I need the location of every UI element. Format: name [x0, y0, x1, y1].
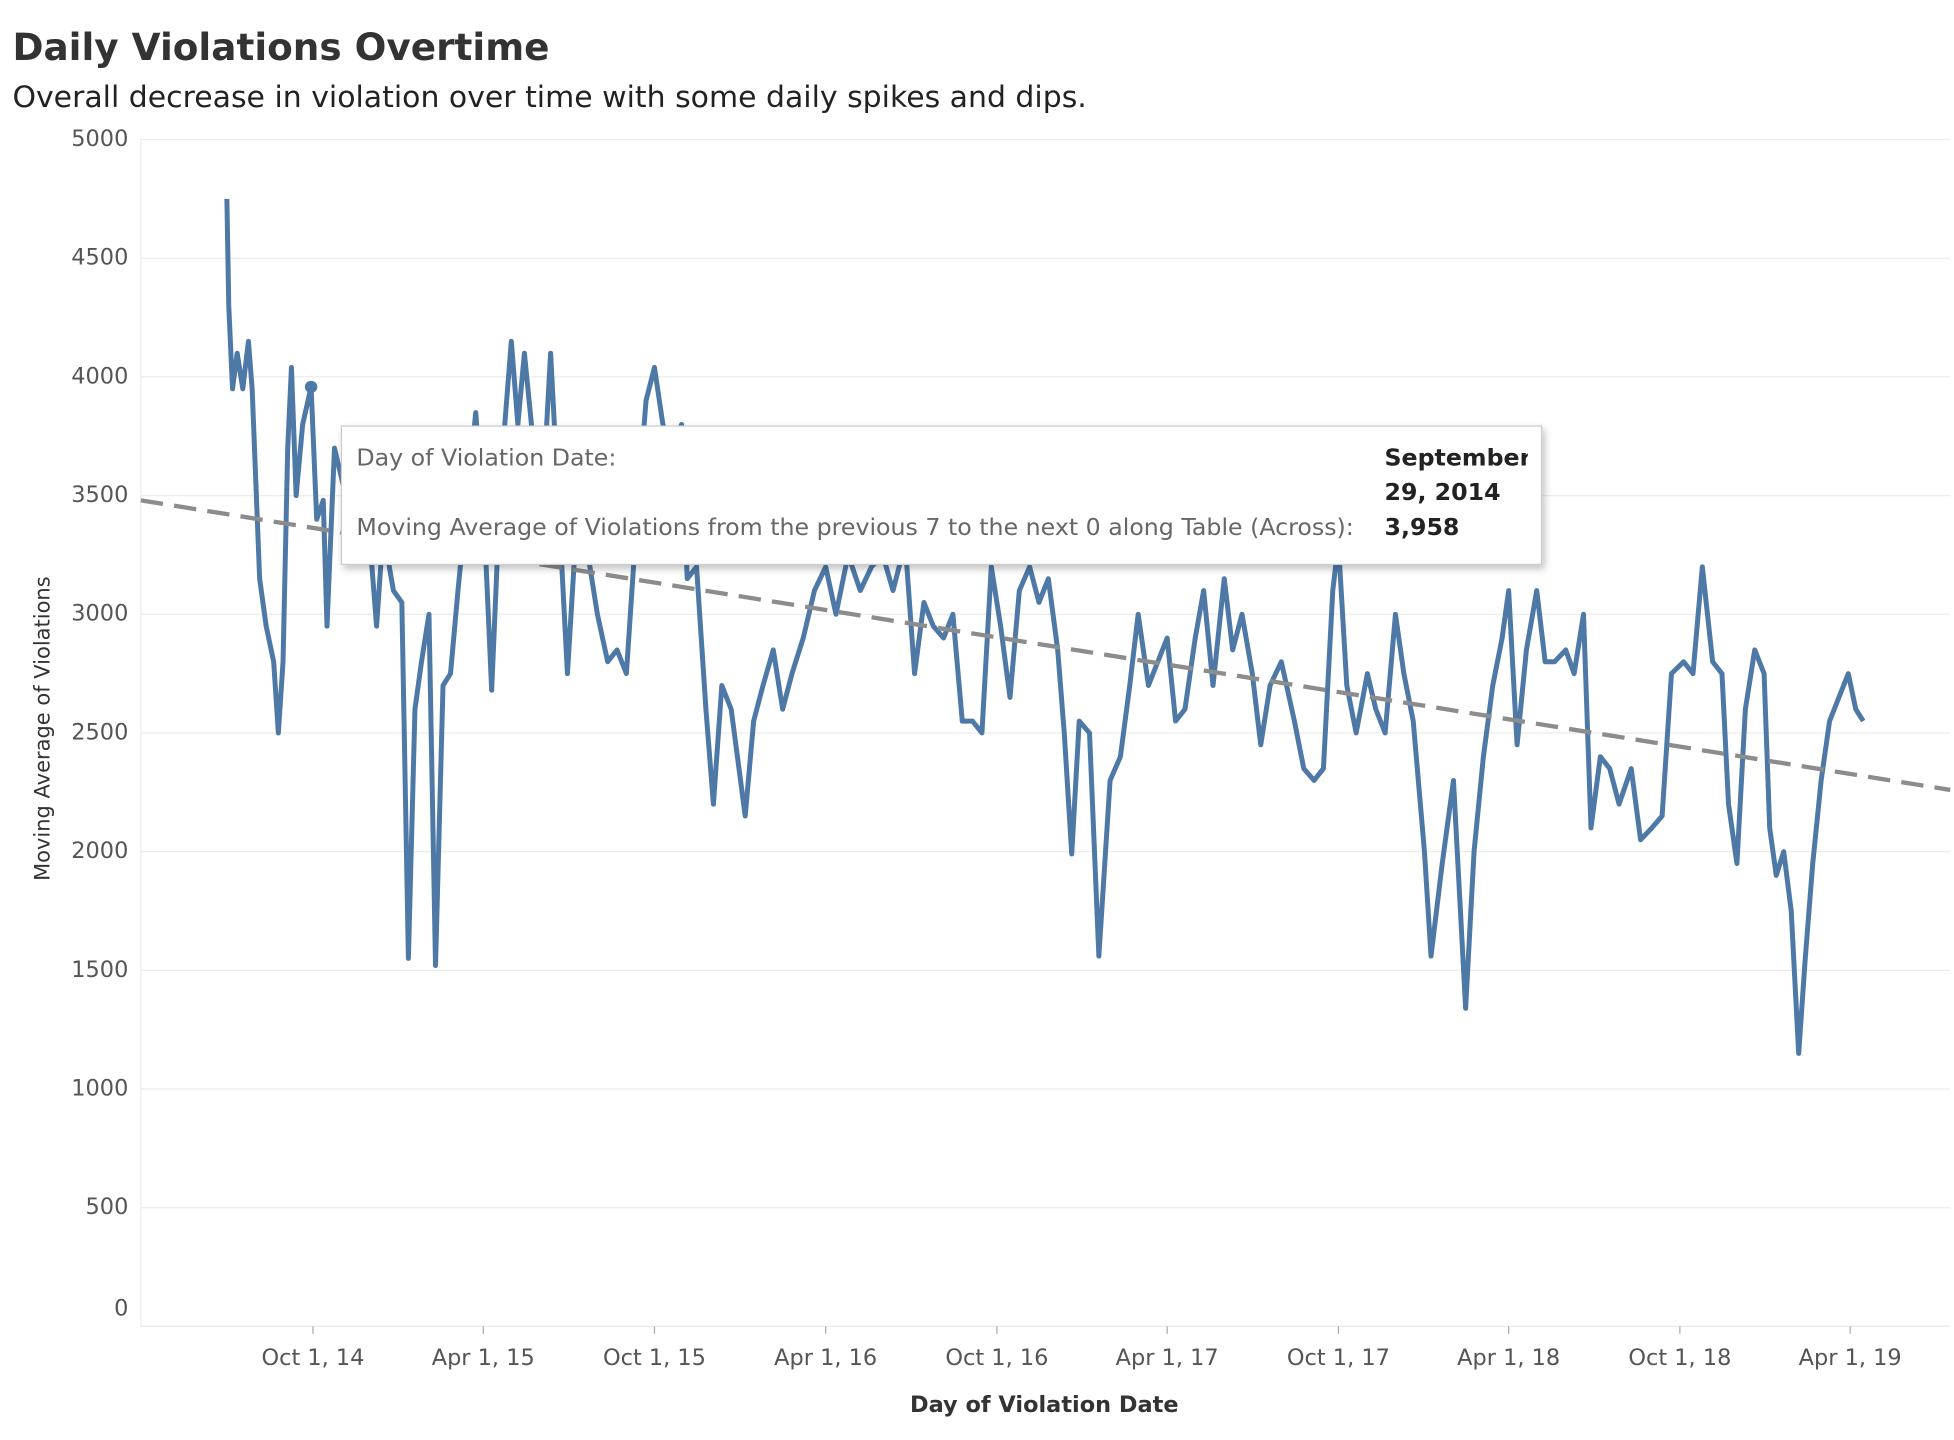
- x-tick-label: Oct 1, 16: [945, 1345, 1048, 1371]
- y-tick-label: 500: [86, 1194, 129, 1220]
- x-tick-label: Oct 1, 18: [1628, 1345, 1731, 1371]
- tooltip-value: 3,958: [1384, 510, 1527, 545]
- y-tick-label: 3000: [71, 601, 128, 627]
- x-tick-label: Apr 1, 17: [1116, 1345, 1219, 1371]
- tooltip-date: September 29, 2014: [1384, 441, 1527, 510]
- tooltip-value-label: 3,958: [1384, 513, 1460, 541]
- y-tick-label: 4000: [71, 363, 128, 389]
- y-tick-label: 0: [114, 1296, 128, 1322]
- y-tick-label: 5000: [71, 126, 128, 152]
- x-tick-label: Apr 1, 15: [432, 1345, 535, 1371]
- y-axis-title: Moving Average of Violations: [30, 576, 55, 881]
- x-tick-label: Oct 1, 17: [1287, 1345, 1390, 1371]
- x-tick-label: Apr 1, 19: [1799, 1345, 1902, 1371]
- y-tick-label: 1000: [71, 1076, 128, 1102]
- tooltip-body: Day of Violation Date: September 29, 201…: [356, 441, 1527, 545]
- tooltip-value-title: Moving Average of Violations from the pr…: [356, 513, 1354, 541]
- tooltip: Day of Violation Date: September 29, 201…: [340, 425, 1543, 566]
- x-axis-title: Day of Violation Date: [910, 1392, 1179, 1418]
- y-tick-label: 2500: [71, 720, 128, 746]
- x-tick-label: Oct 1, 15: [603, 1345, 706, 1371]
- x-tick-label: Apr 1, 18: [1457, 1345, 1560, 1371]
- y-tick-label: 1500: [71, 957, 128, 983]
- y-tick-label: 2000: [71, 838, 128, 864]
- x-tick-label: Apr 1, 16: [774, 1345, 877, 1371]
- y-tick-label: 3500: [71, 482, 128, 508]
- tooltip-date-label: September 29, 2014: [1384, 444, 1528, 507]
- y-tick-label: 4500: [71, 245, 128, 271]
- plot-area: 0 500 1000 1500 2000 2500 3000 3500 4000 4500 5000…: [71, 126, 1951, 1371]
- series-line: [224, 198, 1866, 1056]
- tooltip-box: [340, 425, 1543, 566]
- chart-subtitle: Overall decrease in violation over time …: [12, 80, 1086, 115]
- tooltip-grid: Day of Violation Date: September 29, 201…: [356, 441, 1527, 545]
- highlight-point: [304, 380, 318, 394]
- tooltip-date-title: Day of Violation Date:: [356, 444, 617, 472]
- chart-title: Daily Violations Overtime: [12, 25, 549, 69]
- x-tick-label: Oct 1, 14: [261, 1345, 364, 1371]
